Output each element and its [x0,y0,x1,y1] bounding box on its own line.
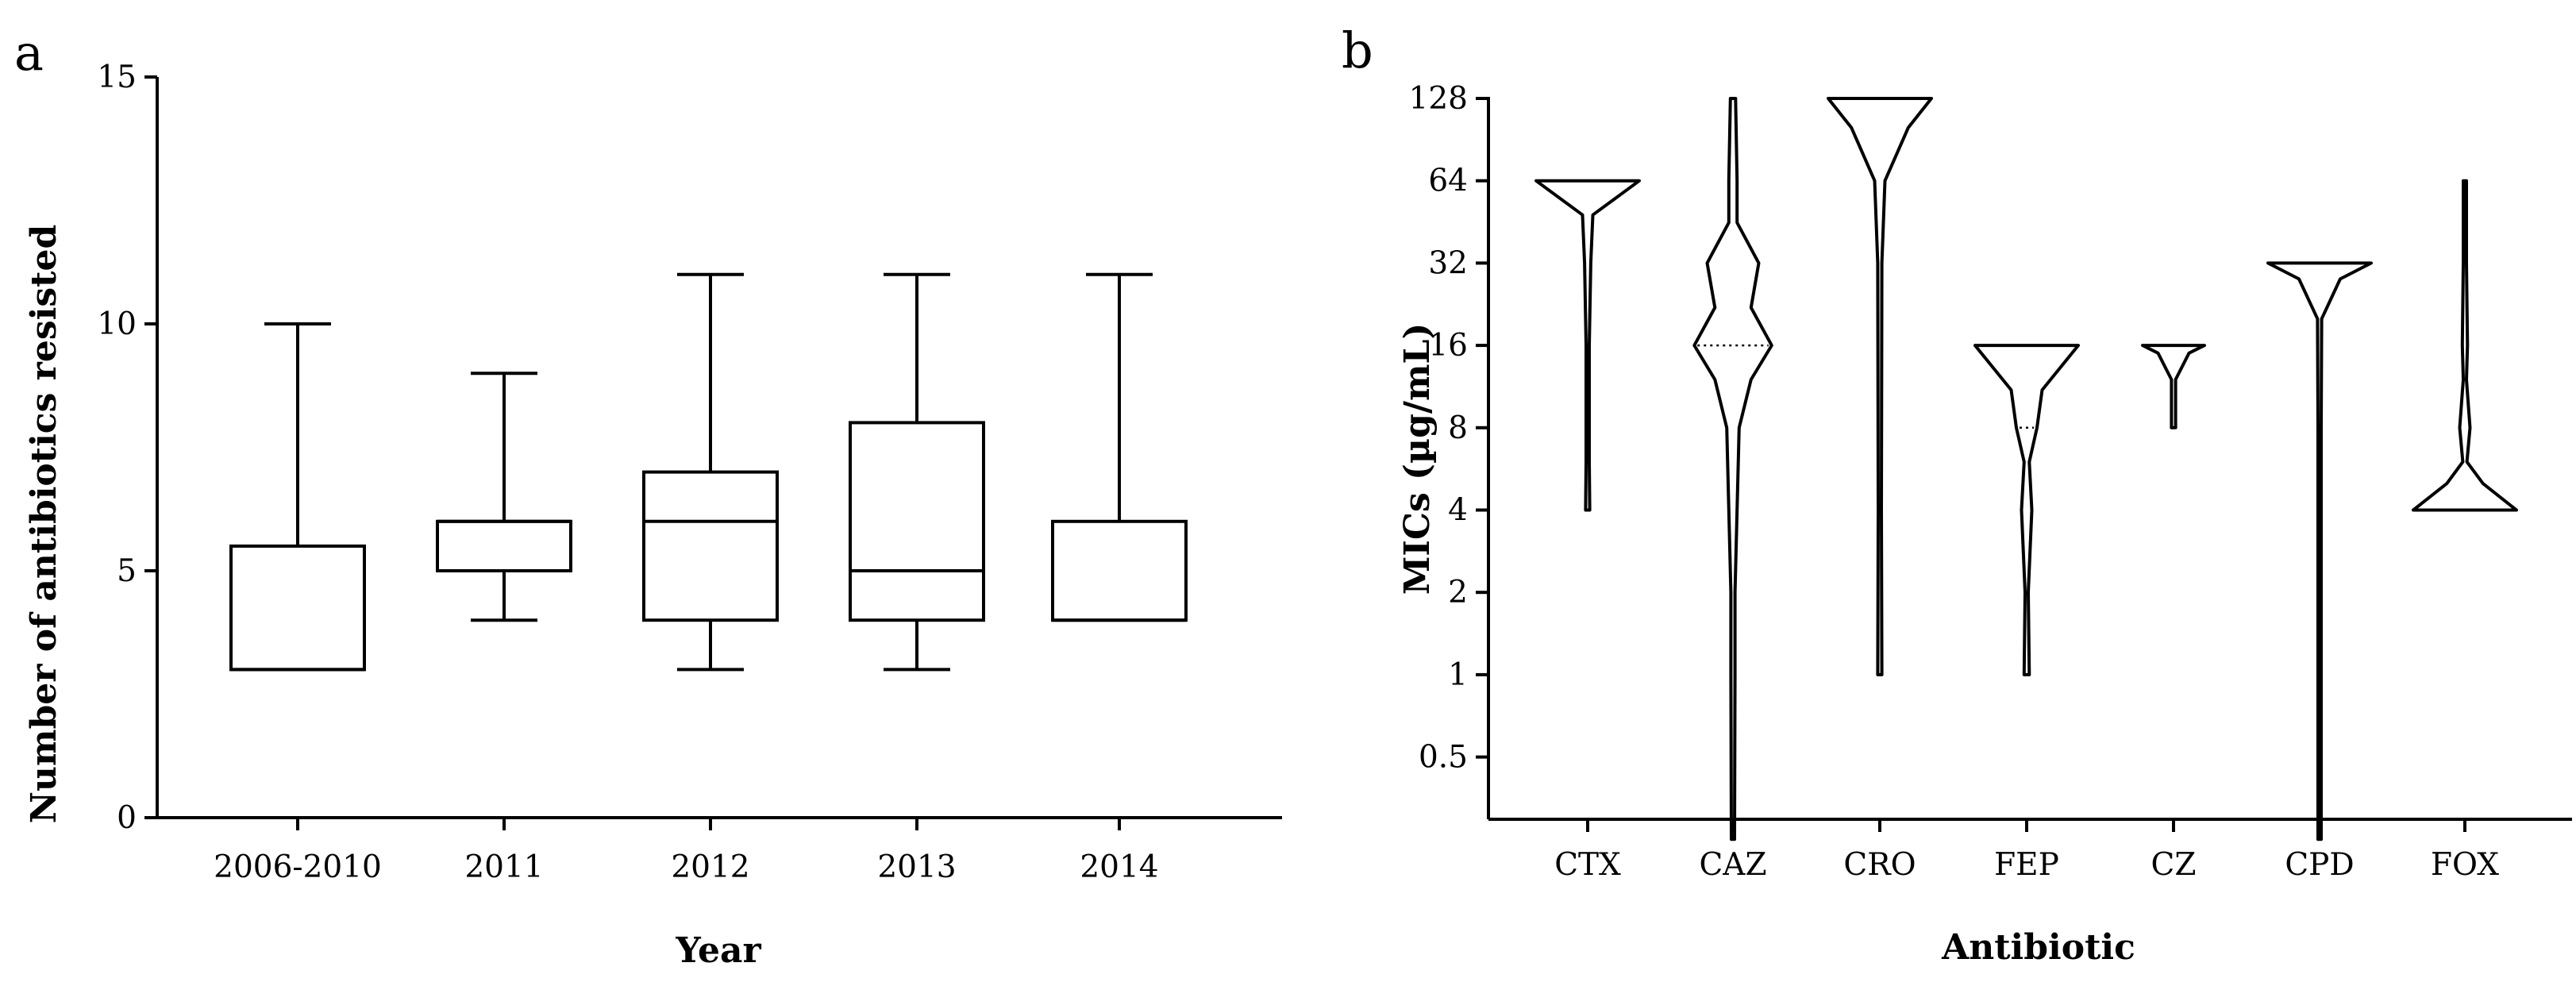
panel-a-x-tick-label: 2013 [877,849,956,885]
panel-b-x-tick-label: FEP [1994,847,2059,883]
violin-CRO [1827,97,1933,676]
panel-b-axes: 0.5 1 2 4 8 16 32 64 128 CTX CAZ CRO FEP CZ CPD FOX [1409,81,2572,883]
panel-b-violins [1534,97,2518,841]
panel-b-x-axis-title: Antibiotic [1941,927,2135,968]
panel-a-x-tick-label: 2012 [671,849,749,885]
panel-b-y-tick-label: 64 [1428,164,1468,199]
violin-outline [1827,97,1933,676]
violin-outline [1534,179,1641,512]
panel-a-y-tick-label: 15 [97,60,137,95]
panel-b-violin-plot: b 0.5 1 2 4 8 16 32 64 128 CTX CAZ CRO FEP CZ CPD FOX M… [1342,21,2572,968]
panel-b-label: b [1342,21,1373,79]
panel-b-y-axis-title: MICs (µg/mL) [1397,323,1438,595]
panel-a-x-tick-label: 2014 [1080,849,1158,885]
violin-FOX [2412,179,2518,512]
box-iqr [229,544,366,672]
panel-a-x-tick-label: 2011 [464,849,543,885]
violin-CTX [1534,179,1641,512]
box-2012 [642,272,779,672]
panel-a-box-plot: a 0 5 10 15 2006-2010 2011 2012 2013 2014 Number… [14,24,1282,971]
panel-b-y-tick-label: 8 [1448,410,1468,446]
panel-b-y-tick-label: 4 [1448,493,1468,529]
box-2006-2010 [229,322,366,672]
panel-b-x-tick-label: FOX [2431,847,2499,883]
box-2011 [436,372,572,622]
panel-b-x-tick-label: CAZ [1699,847,1766,883]
panel-b-y-tick-label: 1 [1448,657,1468,693]
panel-a-y-tick-label: 5 [117,553,137,589]
panel-a-y-tick-label: 10 [97,306,137,342]
panel-a-label: a [14,24,44,82]
panel-b-y-tick-label: 16 [1428,328,1468,364]
violin-outline [2266,261,2373,841]
violin-outline [1973,344,2080,676]
panel-b-y-tick-label: 32 [1428,245,1468,281]
box-iqr [1051,519,1188,622]
violin-outline [1692,97,1773,841]
panel-b-y-tick-label: 0.5 [1419,740,1468,776]
box-iqr [642,470,779,622]
panel-a-y-axis-title: Number of antibiotics resisted [24,225,64,823]
panel-a-y-tick-label: 0 [117,800,137,836]
violin-FEP [1973,344,2080,676]
panel-a-x-tick-label: 2006-2010 [214,849,382,885]
panel-b-x-tick-label: CZ [2151,847,2197,883]
box-2013 [849,272,985,672]
panel-a-axes: 0 5 10 15 2006-2010 2011 2012 2013 2014 [97,60,1282,885]
violin-outline [2412,179,2518,512]
panel-b-x-tick-label: CTX [1554,847,1621,883]
box-2014 [1051,272,1188,622]
panel-b-y-tick-label: 2 [1448,575,1468,610]
violin-outline [2141,344,2206,429]
violin-CAZ [1692,97,1773,841]
panel-b-y-tick-label: 128 [1409,81,1468,117]
panel-a-x-axis-title: Year [675,930,761,971]
panel-a-boxes [229,272,1188,672]
violin-CZ [2141,344,2206,429]
violin-CPD [2266,261,2373,841]
box-iqr [436,519,572,572]
box-iqr [849,421,985,622]
panel-b-x-tick-label: CRO [1843,847,1916,883]
panel-b-x-tick-label: CPD [2285,847,2354,883]
